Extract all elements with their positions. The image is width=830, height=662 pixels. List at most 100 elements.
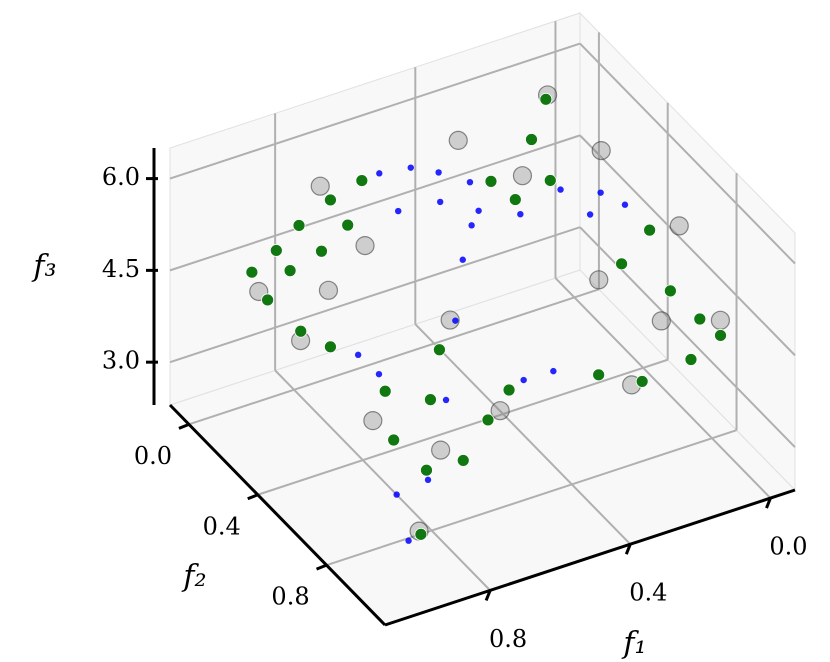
data-point <box>375 370 383 378</box>
data-point <box>525 133 538 146</box>
data-point <box>502 383 516 397</box>
data-point <box>710 310 730 330</box>
data-point <box>520 376 527 384</box>
data-point <box>591 141 611 161</box>
x-axis-label: f₁ <box>621 626 646 661</box>
grid <box>169 21 796 592</box>
grid-line <box>169 134 581 272</box>
data-point <box>324 340 337 354</box>
data-point <box>405 537 412 544</box>
data-point <box>684 353 698 366</box>
data-point <box>456 454 470 467</box>
data-point <box>448 130 468 150</box>
axes: 0.0 0.4 0.8 0.0 0.4 0.8 3.0 4.5 6.0 f₁ f₂ f₃ <box>31 148 808 661</box>
data-point <box>452 317 459 324</box>
grid-line <box>274 369 491 592</box>
z-tick-label: 6.0 <box>102 163 140 191</box>
data-point <box>615 257 628 271</box>
data-point <box>663 284 677 298</box>
data-point <box>592 368 606 382</box>
data-point <box>440 310 460 330</box>
data-point <box>466 178 474 186</box>
z-axis-label: f₃ <box>31 249 56 284</box>
y-axis <box>168 403 387 627</box>
pane <box>579 11 796 492</box>
z-tick-label: 4.5 <box>102 255 140 283</box>
data-point <box>355 174 369 187</box>
x-tick <box>484 589 492 601</box>
data-point <box>586 211 594 218</box>
data-point <box>269 244 283 257</box>
data-point <box>363 411 383 431</box>
data-point <box>378 384 392 398</box>
x-tick-label: 0.4 <box>629 579 667 607</box>
data-point <box>324 193 337 207</box>
data-point <box>539 92 553 106</box>
data-point <box>484 174 498 188</box>
y-tick <box>247 493 259 501</box>
data-point <box>318 280 339 300</box>
data-point <box>714 329 727 342</box>
data-point <box>435 169 442 176</box>
data-point <box>407 164 414 171</box>
data-point <box>550 367 557 375</box>
data-point <box>431 440 451 460</box>
data-point <box>387 433 401 447</box>
grid-line <box>169 226 581 364</box>
data-point <box>310 176 330 196</box>
data-point <box>543 174 557 187</box>
data-point <box>490 401 510 421</box>
data-point <box>395 207 402 215</box>
y-tick <box>315 563 328 571</box>
data-point <box>414 527 428 541</box>
data-point <box>442 396 450 404</box>
grid-line <box>414 323 632 545</box>
grid-line <box>188 288 600 426</box>
data-point <box>245 265 259 279</box>
x-tick-label: 0.8 <box>489 625 527 653</box>
data-point <box>621 201 629 208</box>
panes <box>169 11 796 626</box>
x-tick <box>624 543 632 555</box>
data-point <box>669 216 689 236</box>
y-tick <box>178 422 190 430</box>
data-point <box>512 166 533 186</box>
data-point <box>436 198 444 206</box>
data-point <box>468 222 475 229</box>
grid-line <box>326 429 737 567</box>
data-point <box>481 413 495 427</box>
z-tick-label: 3.0 <box>102 347 140 375</box>
data-point <box>376 170 383 177</box>
data-point <box>643 223 657 237</box>
y-axis-label: f₂ <box>181 559 206 594</box>
grid-line <box>579 42 796 265</box>
data-point <box>693 312 707 326</box>
data-point <box>459 256 466 263</box>
points <box>245 85 730 544</box>
y-tick-label: 0.0 <box>134 442 172 470</box>
y-tick-label: 0.8 <box>271 583 309 611</box>
data-point <box>589 270 609 290</box>
data-point <box>651 311 671 331</box>
data-point <box>393 491 400 498</box>
data-point <box>294 324 308 338</box>
data-point <box>341 218 355 232</box>
grid-line <box>257 358 669 496</box>
data-point <box>355 236 375 256</box>
grid-line <box>579 134 796 357</box>
x-tick-label: 0.0 <box>769 533 807 561</box>
grid-line <box>169 42 581 180</box>
data-point <box>354 351 362 359</box>
y-tick-label: 0.4 <box>203 512 241 540</box>
data-point <box>475 207 482 214</box>
data-point <box>597 189 604 196</box>
data-point <box>557 186 564 193</box>
grid-line <box>554 277 772 499</box>
data-point <box>283 264 297 278</box>
data-point <box>424 476 432 484</box>
x-tick <box>765 497 772 509</box>
data-point <box>315 244 328 258</box>
data-point <box>424 393 437 407</box>
data-point <box>292 219 306 232</box>
